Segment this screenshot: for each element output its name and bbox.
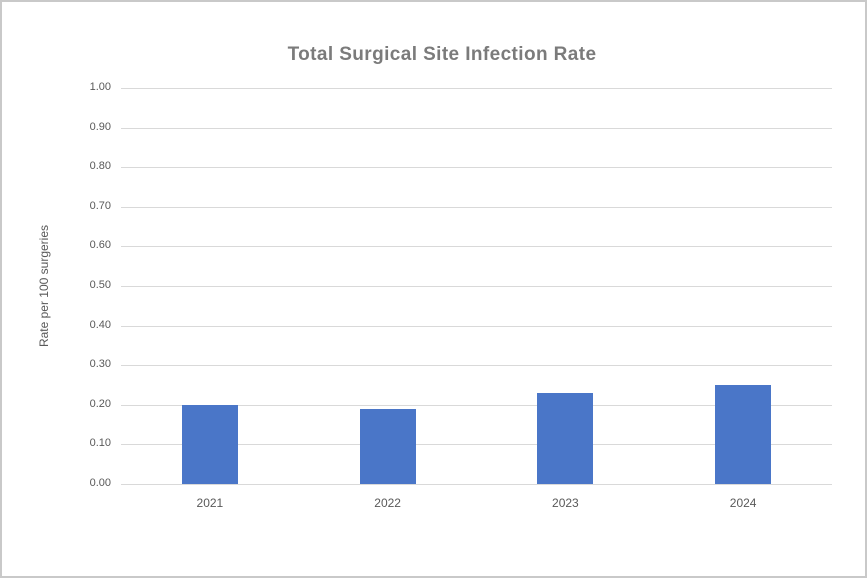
gridline	[121, 444, 832, 446]
y-tick-label: 0.30	[89, 358, 111, 371]
y-tick-label: 0.70	[89, 199, 111, 212]
gridline	[121, 127, 832, 129]
y-axis-title: Rate per 100 surgeries	[37, 224, 51, 348]
y-tick-label: 0.50	[89, 279, 111, 291]
y-tick-label: 0.60	[89, 239, 111, 252]
gridline	[121, 484, 832, 485]
x-tick-label: 2023	[552, 496, 579, 510]
gridline	[121, 404, 832, 406]
gridline	[121, 88, 832, 89]
bar-2022	[359, 408, 416, 484]
gridline	[121, 167, 832, 169]
gridline	[121, 365, 832, 367]
y-tick-label: 0.10	[89, 437, 111, 450]
x-tick-label: 2022	[374, 496, 401, 510]
gridline	[121, 325, 832, 327]
x-tick-label: 2021	[196, 496, 224, 510]
bar-2023	[537, 392, 594, 484]
gridline	[121, 206, 832, 208]
gridline	[121, 246, 832, 248]
y-tick-label: 0.40	[89, 318, 111, 331]
plot-area	[121, 88, 832, 485]
y-tick-label: 0.00	[89, 477, 111, 489]
y-tick-label: 0.90	[89, 120, 111, 133]
bar-2024	[715, 385, 772, 484]
x-tick-label: 2024	[729, 496, 757, 510]
gridline	[121, 286, 832, 287]
chart-title: Total Surgical Site Infection Rate	[287, 44, 597, 65]
y-tick-label: 0.20	[89, 397, 111, 410]
y-tick-label: 0.80	[89, 160, 111, 173]
y-tick-label: 1.00	[89, 81, 111, 93]
bar-2021	[181, 404, 238, 484]
